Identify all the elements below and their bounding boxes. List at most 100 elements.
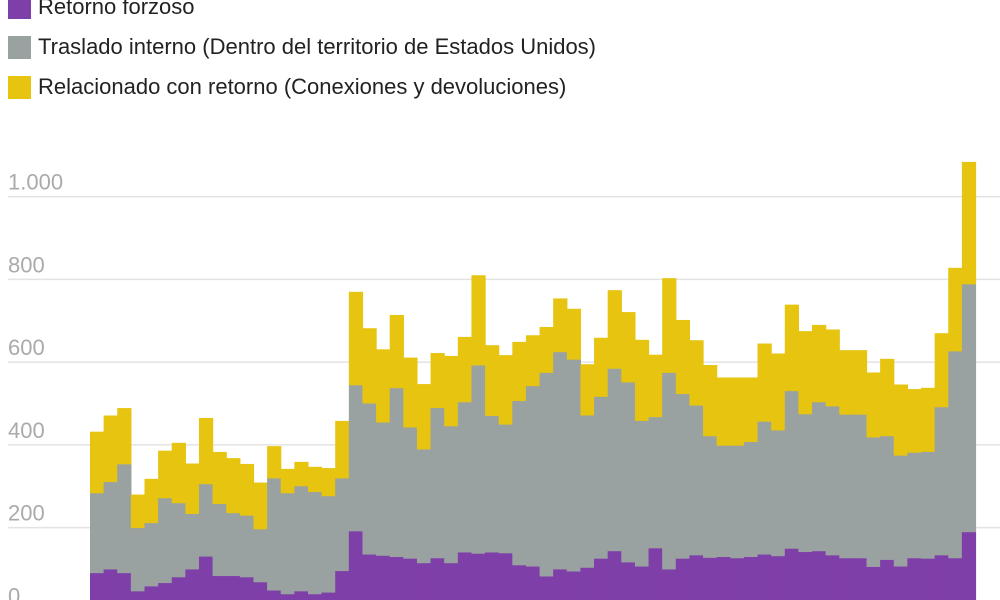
y-axis-labels: 0 200 400 600 800 1.000: [8, 170, 63, 600]
bar-segment-series-0: [893, 566, 908, 600]
bar-segment-series-1: [103, 481, 118, 570]
bar-segment-series-2: [634, 339, 650, 421]
bar-segment-series-0: [934, 554, 949, 600]
y-tick-label: 800: [8, 252, 45, 277]
bar-segment-series-2: [117, 408, 132, 465]
bar-segment-series-0: [430, 557, 445, 600]
legend-item-relacionado-retorno: Relacionado con retorno (Conexiones y de…: [8, 67, 596, 107]
bar-segment-series-2: [566, 308, 582, 360]
bar-segment-series-1: [403, 427, 418, 559]
y-tick-label: 400: [8, 418, 45, 443]
y-tick-label: 600: [8, 335, 45, 360]
bar-segment-series-0: [376, 555, 391, 600]
bar-segment-series-2: [198, 418, 214, 485]
bar-segment-series-0: [961, 531, 977, 600]
bar-segment-series-1: [934, 406, 949, 556]
bar-segment-series-2: [226, 458, 241, 514]
bar-segment-series-2: [607, 290, 622, 369]
bar-segment-series-1: [607, 368, 622, 552]
bar-segment-series-0: [307, 593, 323, 600]
bar-segment-series-0: [117, 572, 132, 600]
bar-segment-series-1: [198, 483, 214, 557]
bar-segment-series-0: [948, 557, 963, 600]
bar-segment-series-0: [866, 566, 881, 600]
bar-segment-series-0: [416, 562, 432, 600]
bar-segment-series-2: [103, 415, 118, 483]
bar-segment-series-2: [825, 329, 840, 407]
bar-segment-series-0: [512, 564, 527, 600]
bar-segment-series-1: [839, 414, 854, 559]
bar-segment-series-1: [253, 528, 268, 583]
bar-segment-series-2: [866, 372, 881, 438]
bar-segment-series-1: [444, 425, 459, 564]
bar-segment-series-1: [212, 503, 227, 577]
bar-segment-series-2: [907, 389, 922, 453]
bar-segment-series-1: [539, 372, 554, 577]
bar-segment-series-2: [348, 291, 364, 386]
bar-segment-series-1: [852, 414, 868, 559]
bar-segment-series-0: [880, 559, 895, 600]
bar-segment-series-0: [648, 547, 663, 600]
bar-segment-series-1: [812, 401, 827, 552]
bar-segment-series-2: [294, 461, 309, 487]
bar-segment-series-0: [90, 572, 105, 600]
bar-segment-series-2: [839, 350, 854, 415]
bar-segment-series-2: [512, 341, 527, 402]
bar-segment-series-1: [689, 405, 704, 556]
bar-segment-series-1: [362, 403, 377, 555]
bar-segment-series-0: [335, 570, 350, 600]
bar-segment-series-2: [280, 468, 295, 494]
bar-segment-series-1: [566, 359, 582, 572]
bar-segment-series-0: [784, 548, 799, 600]
bar-segment-series-0: [321, 592, 336, 600]
bar-segment-series-1: [866, 437, 881, 567]
bars: [90, 161, 977, 600]
bar-segment-series-0: [716, 556, 731, 600]
bar-segment-series-0: [566, 571, 582, 600]
bar-segment-series-1: [880, 435, 895, 560]
bar-segment-series-2: [362, 328, 377, 404]
y-tick-label: 200: [8, 501, 45, 526]
bar-segment-series-1: [321, 495, 336, 593]
bar-segment-series-0: [212, 575, 227, 600]
bar-segment-series-1: [730, 445, 745, 559]
bar-segment-series-2: [961, 161, 977, 285]
bar-segment-series-1: [294, 485, 309, 592]
bar-segment-series-2: [212, 451, 227, 505]
bar-segment-series-2: [430, 353, 445, 409]
bar-segment-series-0: [921, 558, 936, 600]
bar-segment-series-1: [893, 455, 908, 567]
bar-segment-series-0: [525, 566, 541, 600]
bar-segment-series-0: [634, 566, 650, 600]
legend-swatch: [8, 75, 31, 99]
bar-segment-series-0: [675, 558, 691, 600]
bar-segment-series-2: [130, 494, 146, 529]
bar-segment-series-0: [498, 552, 513, 600]
bar-segment-series-2: [621, 312, 636, 383]
bar-segment-series-0: [348, 530, 364, 600]
bar-segment-series-0: [662, 569, 677, 600]
bar-segment-series-1: [771, 430, 786, 557]
bar-segment-series-1: [471, 365, 486, 554]
bar-segment-series-1: [512, 400, 527, 566]
bar-segment-series-2: [689, 340, 704, 406]
legend-swatch: [8, 0, 31, 19]
bar-segment-series-0: [689, 554, 704, 600]
bar-segment-series-0: [457, 552, 473, 600]
bar-segment-series-2: [144, 478, 159, 524]
bar-segment-series-1: [743, 441, 759, 558]
bar-segment-series-2: [239, 463, 255, 516]
bar-segment-series-2: [171, 442, 186, 504]
bar-segment-series-2: [444, 355, 459, 427]
bar-segment-series-1: [130, 527, 146, 592]
bar-segment-series-2: [185, 463, 200, 514]
bar-segment-series-2: [934, 333, 949, 408]
bar-segment-series-1: [389, 387, 404, 558]
bar-segment-series-1: [158, 497, 173, 584]
bar-segment-series-0: [158, 582, 173, 600]
bar-segment-series-0: [144, 585, 159, 600]
bar-segment-series-1: [498, 424, 513, 554]
bar-segment-series-0: [130, 590, 146, 600]
bar-segment-series-2: [662, 278, 677, 373]
bar-segment-series-1: [825, 406, 840, 556]
